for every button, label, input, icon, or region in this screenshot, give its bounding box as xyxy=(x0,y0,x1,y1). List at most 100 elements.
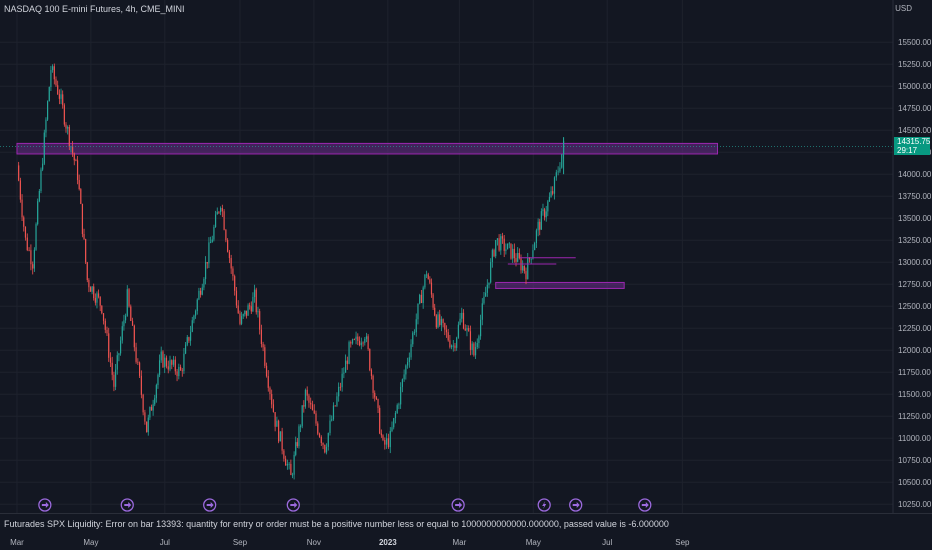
candle-body xyxy=(272,404,275,413)
candle-body xyxy=(21,199,23,218)
candle-body xyxy=(203,278,205,288)
candle-body xyxy=(483,296,485,304)
candle-body xyxy=(253,289,256,297)
candle-body xyxy=(113,374,115,387)
candle-body xyxy=(336,396,338,406)
candle-body xyxy=(167,366,169,370)
candle-body xyxy=(435,315,437,328)
candle-body xyxy=(48,87,50,102)
candle-body xyxy=(111,362,113,375)
candle-body xyxy=(191,320,193,332)
candle-body xyxy=(193,315,195,321)
candle-body xyxy=(30,250,32,265)
candle-body xyxy=(408,357,410,363)
candle-body xyxy=(490,262,492,283)
candle-body xyxy=(295,442,297,455)
price-axis[interactable]: 15500.00 15250.00 15000.00 14750.00 14500.00… xyxy=(898,38,932,509)
candle-body xyxy=(417,303,419,320)
candle-body xyxy=(298,426,300,447)
candle-body xyxy=(196,299,198,312)
candle-body xyxy=(283,450,285,459)
candle-body xyxy=(32,264,34,269)
candle-body xyxy=(250,306,252,312)
candle-body xyxy=(96,293,98,303)
candle-body xyxy=(101,305,103,314)
candle-body xyxy=(93,286,95,299)
liquidity-zone xyxy=(16,142,719,155)
event-marker-icon[interactable] xyxy=(120,498,134,512)
candle-body xyxy=(255,289,257,313)
candle-body xyxy=(358,340,361,346)
candle-body xyxy=(372,375,374,393)
candle-body xyxy=(99,296,101,306)
candle-body xyxy=(362,342,364,344)
candle-body xyxy=(230,258,232,269)
candle-body xyxy=(118,353,120,356)
event-marker-icon[interactable] xyxy=(451,498,465,512)
candle-body xyxy=(57,85,59,95)
candle-body xyxy=(152,404,154,411)
candle-body xyxy=(559,167,561,172)
candle-body xyxy=(172,359,175,365)
candle-body xyxy=(40,169,42,192)
candle-body xyxy=(33,249,35,269)
candle-body xyxy=(65,124,67,129)
candle-body xyxy=(63,105,65,125)
indicator-error-message: Futurades SPX Liquidity: Error on bar 13… xyxy=(0,513,932,533)
candle-body xyxy=(320,436,322,443)
time-tick-label: 2023 xyxy=(379,538,397,547)
event-marker-icon[interactable] xyxy=(38,498,52,512)
candle-body xyxy=(503,238,505,251)
candle-body xyxy=(464,328,466,331)
candle-body xyxy=(114,369,117,387)
candle-body xyxy=(18,165,20,181)
event-marker-icon[interactable] xyxy=(537,498,551,512)
candle-body xyxy=(123,320,125,327)
candle-body xyxy=(495,240,497,257)
candle-body xyxy=(339,386,341,388)
candle-body xyxy=(239,313,241,324)
candle-body xyxy=(486,284,488,293)
candle-body xyxy=(42,163,44,170)
candle-body xyxy=(150,407,153,411)
candle-body xyxy=(228,251,230,259)
candle-body xyxy=(461,312,463,319)
candle-body xyxy=(126,289,128,316)
candle-body xyxy=(108,333,110,358)
candle-body xyxy=(164,357,166,368)
candle-body xyxy=(155,385,157,399)
candles xyxy=(18,63,565,480)
candle-body xyxy=(68,127,70,147)
price-tick-label: 15250.00 xyxy=(898,60,932,69)
time-tick-label: May xyxy=(526,538,541,547)
candle-body xyxy=(485,292,487,297)
candle-body xyxy=(188,337,190,341)
candle-body xyxy=(299,426,302,428)
candle-body xyxy=(274,412,276,427)
time-tick-label: Jul xyxy=(160,538,170,547)
event-marker-icon[interactable] xyxy=(569,498,583,512)
candle-body xyxy=(201,287,203,295)
candle-body xyxy=(221,208,223,212)
event-marker-icon[interactable] xyxy=(286,498,300,512)
candle-body xyxy=(456,337,458,348)
price-tick-label: 13500.00 xyxy=(898,214,932,223)
candle-body xyxy=(344,360,347,373)
candle-body xyxy=(106,329,108,334)
time-axis[interactable]: Mar May Jul Sep Nov 2023 Mar May Jul Sep xyxy=(10,538,690,547)
price-tick-label: 12500.00 xyxy=(898,302,932,311)
candle-body xyxy=(216,211,218,215)
candle-body xyxy=(527,257,529,280)
candle-body xyxy=(481,303,483,320)
price-tick-label: 15000.00 xyxy=(898,82,932,91)
candle-body xyxy=(308,395,310,403)
event-markers[interactable] xyxy=(38,498,652,512)
candle-body xyxy=(278,420,280,442)
event-marker-icon[interactable] xyxy=(638,498,652,512)
candle-body xyxy=(457,324,459,338)
candle-body xyxy=(364,338,366,343)
event-marker-icon[interactable] xyxy=(203,498,217,512)
candle-body xyxy=(279,431,281,442)
candle-body xyxy=(375,397,377,400)
